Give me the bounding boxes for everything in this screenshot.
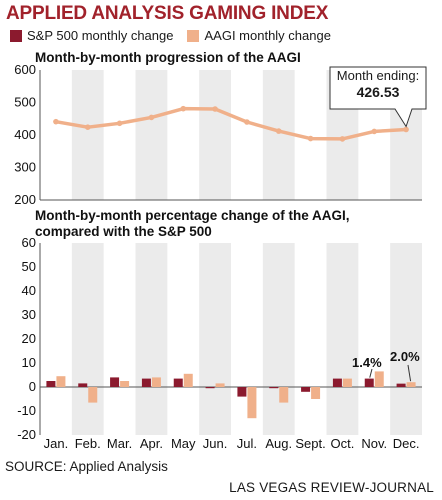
- bar-xtick-label: Mar.: [107, 436, 132, 451]
- bar-xtick-label: Feb.: [75, 436, 101, 451]
- chart-title: APPLIED ANALYSIS GAMING INDEX: [6, 3, 329, 24]
- aagi-point: [275, 128, 282, 134]
- bar-sp500: [332, 378, 342, 387]
- callout-value: 426.53: [356, 84, 400, 100]
- bar-aagi: [247, 387, 257, 419]
- bar-aagi: [279, 387, 289, 403]
- bar-sp500: [46, 381, 56, 387]
- bar-xtick-label: Nov.: [361, 436, 387, 451]
- bar-xtick-label: Apr.: [140, 436, 163, 451]
- bar-aagi: [120, 381, 130, 387]
- bar-ytick-label: -20: [17, 427, 36, 442]
- bar-aagi: [88, 387, 98, 403]
- bar-ytick-label: 50: [22, 259, 36, 274]
- aagi-point: [180, 105, 187, 112]
- aagi-point: [339, 136, 346, 142]
- aagi-point: [84, 124, 91, 130]
- bar-sp500: [173, 378, 183, 387]
- aagi-point: [53, 118, 59, 125]
- bar-sp500: [205, 387, 215, 389]
- bar-band: [326, 243, 359, 435]
- bar-ytick-label: 20: [22, 331, 36, 346]
- bar-ytick-label: 40: [22, 283, 36, 298]
- bar-ytick-label: 10: [22, 355, 36, 370]
- bar-sp500: [396, 383, 406, 387]
- bar-aagi: [374, 371, 384, 387]
- legend-label-aagi: AAGI monthly change: [204, 28, 331, 43]
- bar-ytick-label: 30: [22, 307, 36, 322]
- bar-aagi: [406, 382, 416, 387]
- legend-swatch-aagi: [187, 29, 200, 42]
- aagi-point: [116, 120, 123, 127]
- bar-sp500: [364, 378, 374, 387]
- bar-band: [135, 243, 168, 435]
- aagi-point: [307, 135, 314, 142]
- bar-band: [390, 243, 422, 435]
- bar-ytick-label: 0: [29, 379, 36, 394]
- line-ytick-label: 400: [14, 127, 36, 142]
- line-ytick-label: 200: [14, 192, 36, 207]
- bar-xtick-label: Aug.: [265, 436, 292, 451]
- legend-item-aagi: AAGI monthly change: [187, 28, 331, 43]
- aagi-point: [371, 128, 378, 135]
- bar-sp500: [141, 378, 151, 387]
- bar-sp500: [78, 383, 88, 387]
- bar-sp500: [110, 377, 120, 387]
- legend-item-sp500: S&P 500 monthly change: [10, 28, 173, 43]
- line-band: [199, 70, 231, 200]
- callout-box: [329, 66, 427, 128]
- aagi-point: [403, 126, 409, 133]
- data-label-nov: 1.4%: [352, 355, 382, 370]
- bar-sp500: [237, 387, 247, 397]
- bar-band: [262, 243, 295, 435]
- bar-aagi: [56, 376, 66, 387]
- aagi-point: [244, 119, 250, 125]
- bar-xtick-label: Oct.: [330, 436, 354, 451]
- bar-xtick-label: May: [171, 436, 196, 451]
- bar-band: [199, 243, 231, 435]
- line-ytick-label: 500: [14, 95, 36, 110]
- bar-aagi: [311, 387, 321, 399]
- legend-label-sp500: S&P 500 monthly change: [27, 28, 174, 43]
- aagi-point: [148, 114, 155, 121]
- bar-xtick-label: Dec.: [393, 436, 420, 451]
- leader-dec: [407, 364, 412, 382]
- publisher-credit: LAS VEGAS REVIEW-JOURNAL: [229, 480, 434, 495]
- bar-band: [71, 243, 104, 435]
- callout-label: Month ending:: [336, 68, 420, 83]
- bar-aagi: [151, 377, 161, 387]
- aagi-point: [212, 106, 218, 112]
- bar-xtick-label: Jan.: [44, 436, 69, 451]
- line-ytick-label: 300: [14, 160, 36, 175]
- bar-aagi: [215, 383, 225, 387]
- bar-ytick-label: 60: [22, 235, 36, 250]
- bar-xtick-label: Jun.: [203, 436, 228, 451]
- bar-xtick-label: Sept.: [295, 436, 325, 451]
- aagi-line: [55, 106, 407, 141]
- leader-nov: [369, 368, 373, 378]
- line-chart-subtitle: Month-by-month progression of the AAGI: [35, 50, 301, 65]
- line-ytick-label: 600: [14, 62, 36, 77]
- line-band: [71, 70, 104, 200]
- data-label-dec: 2.0%: [390, 349, 420, 364]
- bar-aagi: [342, 378, 352, 387]
- bar-sp500: [301, 387, 311, 392]
- legend-swatch-sp500: [10, 29, 22, 42]
- bar-aagi: [183, 373, 193, 387]
- line-band: [135, 70, 168, 200]
- callout: Month ending: 426.53: [330, 67, 426, 109]
- bar-chart-subtitle: Month-by-month percentage change of the …: [35, 208, 350, 239]
- source-note: SOURCE: Applied Analysis: [5, 459, 168, 474]
- bar-sp500: [269, 387, 279, 389]
- bar-xtick-label: Jul.: [237, 436, 257, 451]
- bar-ytick-label: -10: [17, 403, 36, 418]
- legend: S&P 500 monthly change AAGI monthly chan…: [10, 28, 345, 43]
